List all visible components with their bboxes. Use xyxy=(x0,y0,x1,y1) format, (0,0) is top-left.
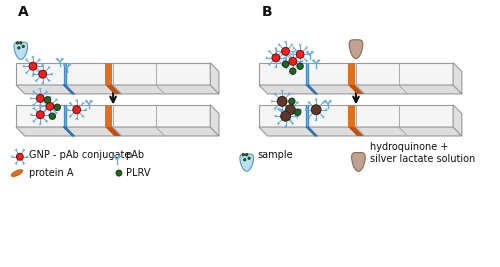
Polygon shape xyxy=(268,114,462,136)
Polygon shape xyxy=(24,114,219,136)
Polygon shape xyxy=(106,85,121,94)
Circle shape xyxy=(44,97,51,103)
Ellipse shape xyxy=(12,170,22,176)
Polygon shape xyxy=(453,105,462,136)
Circle shape xyxy=(290,68,296,74)
Polygon shape xyxy=(16,63,210,85)
Circle shape xyxy=(49,113,56,119)
Circle shape xyxy=(282,48,290,55)
Circle shape xyxy=(296,50,304,58)
Polygon shape xyxy=(240,154,254,171)
Text: sample: sample xyxy=(258,150,294,160)
Circle shape xyxy=(278,96,287,106)
Circle shape xyxy=(242,154,244,156)
Text: PLRV: PLRV xyxy=(126,168,150,178)
Circle shape xyxy=(244,159,246,161)
Polygon shape xyxy=(259,105,453,127)
Polygon shape xyxy=(259,63,453,85)
Polygon shape xyxy=(14,42,28,59)
Text: hydroquinone +
silver lactate solution: hydroquinone + silver lactate solution xyxy=(370,143,475,164)
Polygon shape xyxy=(349,40,363,58)
Circle shape xyxy=(73,106,80,114)
Polygon shape xyxy=(210,105,219,136)
Circle shape xyxy=(280,111,290,121)
Circle shape xyxy=(20,42,22,44)
Circle shape xyxy=(294,109,301,115)
Circle shape xyxy=(248,157,250,159)
Polygon shape xyxy=(106,63,112,85)
Circle shape xyxy=(54,104,60,111)
Circle shape xyxy=(289,57,296,65)
Polygon shape xyxy=(259,85,462,94)
Text: pAb: pAb xyxy=(126,150,144,160)
Circle shape xyxy=(16,153,23,160)
Polygon shape xyxy=(16,127,219,136)
Polygon shape xyxy=(24,72,219,94)
Polygon shape xyxy=(259,127,462,136)
Polygon shape xyxy=(348,85,364,94)
Polygon shape xyxy=(453,63,462,94)
Circle shape xyxy=(29,62,37,70)
Polygon shape xyxy=(210,63,219,94)
Polygon shape xyxy=(106,105,112,127)
Circle shape xyxy=(288,98,295,105)
Circle shape xyxy=(46,102,54,110)
Circle shape xyxy=(116,170,122,176)
Text: protein A: protein A xyxy=(28,168,73,178)
Text: A: A xyxy=(18,5,29,19)
Circle shape xyxy=(297,63,304,69)
Text: GNP - pAb conjugate: GNP - pAb conjugate xyxy=(28,150,130,160)
Polygon shape xyxy=(268,72,462,94)
Circle shape xyxy=(286,105,296,115)
Circle shape xyxy=(36,95,44,102)
Circle shape xyxy=(22,45,25,48)
Polygon shape xyxy=(352,152,365,171)
Circle shape xyxy=(36,111,44,119)
Circle shape xyxy=(282,61,288,68)
Circle shape xyxy=(312,105,321,115)
Text: B: B xyxy=(262,5,272,19)
Polygon shape xyxy=(16,85,219,94)
Polygon shape xyxy=(16,105,210,127)
Polygon shape xyxy=(348,63,355,85)
Polygon shape xyxy=(348,105,355,127)
Polygon shape xyxy=(106,127,121,136)
Circle shape xyxy=(246,154,248,156)
Polygon shape xyxy=(348,127,364,136)
Circle shape xyxy=(272,54,280,62)
Circle shape xyxy=(16,42,18,44)
Circle shape xyxy=(39,70,46,78)
Circle shape xyxy=(18,47,20,49)
